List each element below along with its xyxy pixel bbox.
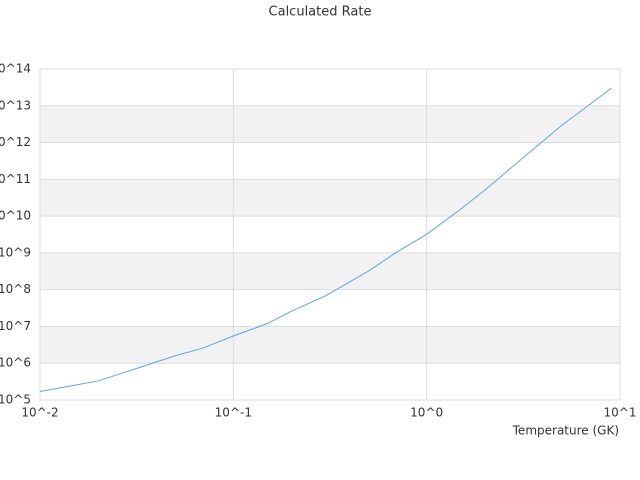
y-tick-label: 10^13 xyxy=(0,98,31,112)
y-tick-label: 10^14 xyxy=(0,62,31,76)
x-tick-label: 10^0 xyxy=(410,406,443,420)
y-tick-label: 10^5 xyxy=(0,393,31,407)
line-series xyxy=(39,87,612,393)
band xyxy=(40,179,620,217)
y-tick-label: 10^7 xyxy=(0,319,31,333)
plot-background xyxy=(40,105,620,364)
chart-title: Calculated Rate xyxy=(269,5,372,20)
band xyxy=(40,105,620,143)
y-tick-label: 10^11 xyxy=(0,172,31,186)
y-tick-label: 10^9 xyxy=(0,245,31,259)
band xyxy=(40,252,620,290)
y-tick-label: 10^6 xyxy=(0,356,31,370)
x-tick-label: 10^1 xyxy=(604,406,637,420)
y-tick-label: 10^12 xyxy=(0,135,31,149)
band xyxy=(40,326,620,364)
x-tick-label: 10^-1 xyxy=(215,406,252,420)
x-axis-label: Temperature (GK) xyxy=(512,424,619,438)
y-tick-label: 10^8 xyxy=(0,282,31,296)
y-tick-label: 10^10 xyxy=(0,209,31,223)
x-tick-label: 10^-2 xyxy=(21,406,58,420)
